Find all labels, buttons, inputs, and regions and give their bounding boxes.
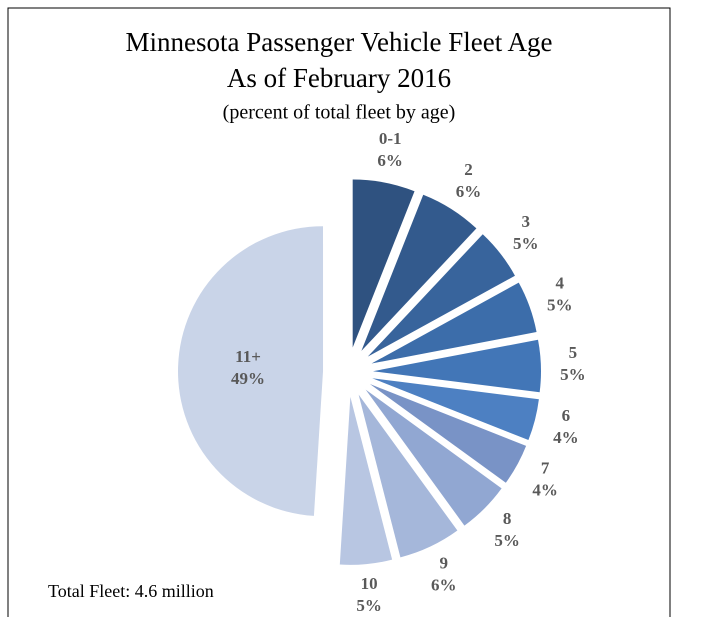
pie-slice [369,384,527,483]
slice-value-label: 4% [553,428,579,447]
pie-slice [367,234,515,357]
slice-category: 6 [562,406,571,425]
slice-category: 3 [522,212,531,231]
slice-value-label: 6% [431,575,457,594]
frame [7,7,671,617]
slice-category: 4 [555,274,564,293]
pie-slice [371,282,537,364]
annotation: Total Fleet: 4.6 million [48,581,214,601]
slice-category: 5 [569,343,578,362]
slice-category: 11+ [235,347,261,366]
slice-value-label: 5% [356,596,382,615]
pie-slice [352,179,415,348]
slice-value-label: 49% [231,369,265,388]
slice-value-label: 4% [532,480,558,499]
slice-value-label: 5% [494,531,520,550]
pie-slice [361,194,477,351]
slice-value-label: 6% [456,182,482,201]
pie-slice [339,396,393,565]
chart-subtitle: As of February 2016 [227,63,451,93]
slice-category: 8 [503,509,512,528]
pie-slice [365,389,502,526]
slice-value-label: 6% [377,151,403,170]
pie-slice [372,378,539,441]
slice-category: 10 [361,574,378,593]
slice-category: 9 [440,553,449,572]
pie-slice [372,339,541,393]
pie-slice [358,394,458,558]
slice-category: 2 [464,160,473,179]
slice-value-label: 5% [513,234,539,253]
slice-value-label: 5% [547,296,573,315]
chart-title: Minnesota Passenger Vehicle Fleet Age [126,27,553,57]
pie-slice [178,226,324,516]
slice-category: 7 [541,458,550,477]
chart-note: (percent of total fleet by age) [223,102,456,124]
slice-value-label: 5% [560,365,586,384]
slice-category: 0-1 [379,129,402,148]
